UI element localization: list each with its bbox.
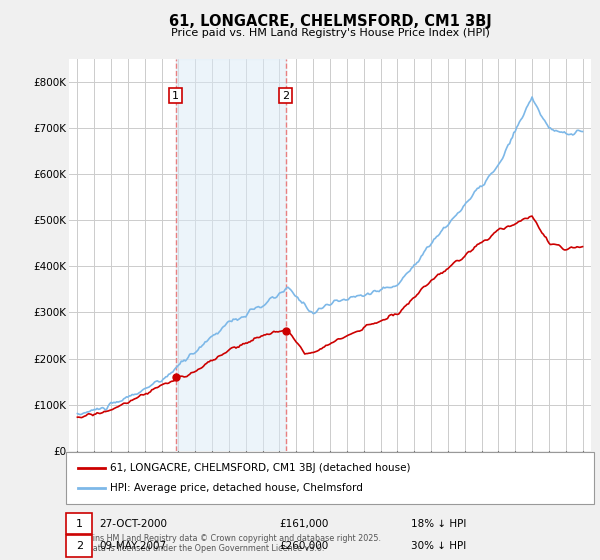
Text: 30% ↓ HPI: 30% ↓ HPI (411, 541, 466, 551)
Text: 2: 2 (76, 541, 83, 551)
Text: 1: 1 (172, 91, 179, 101)
Text: £161,000: £161,000 (279, 519, 328, 529)
Text: 09-MAY-2007: 09-MAY-2007 (99, 541, 166, 551)
Text: 61, LONGACRE, CHELMSFORD, CM1 3BJ: 61, LONGACRE, CHELMSFORD, CM1 3BJ (169, 14, 491, 29)
Text: £260,000: £260,000 (279, 541, 328, 551)
Text: 18% ↓ HPI: 18% ↓ HPI (411, 519, 466, 529)
Text: 1: 1 (76, 519, 83, 529)
Text: HPI: Average price, detached house, Chelmsford: HPI: Average price, detached house, Chel… (110, 483, 362, 493)
Text: 61, LONGACRE, CHELMSFORD, CM1 3BJ (detached house): 61, LONGACRE, CHELMSFORD, CM1 3BJ (detac… (110, 463, 410, 473)
Text: 27-OCT-2000: 27-OCT-2000 (99, 519, 167, 529)
Bar (176, 59, 286, 451)
Text: 2: 2 (282, 91, 289, 101)
Text: Contains HM Land Registry data © Crown copyright and database right 2025.
This d: Contains HM Land Registry data © Crown c… (69, 534, 381, 553)
Text: Price paid vs. HM Land Registry's House Price Index (HPI): Price paid vs. HM Land Registry's House … (170, 28, 490, 38)
